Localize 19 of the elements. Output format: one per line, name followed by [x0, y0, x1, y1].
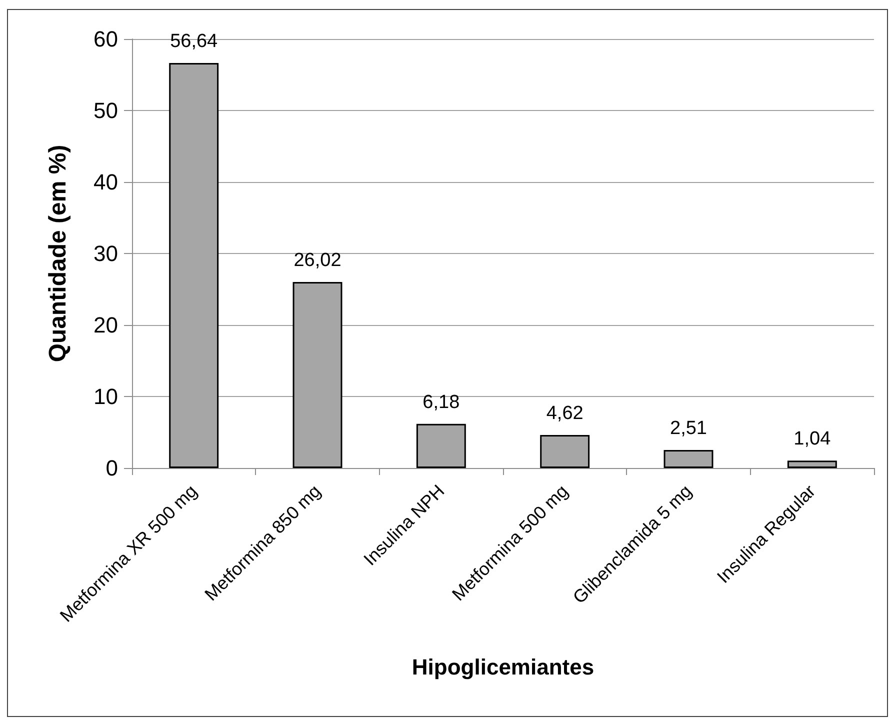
data-label: 4,62 [546, 402, 584, 424]
data-label: 56,64 [170, 31, 218, 52]
bar [664, 450, 714, 468]
y-tick-label: 30 [94, 241, 118, 266]
data-label: 26,02 [294, 250, 342, 271]
y-tick-label: 10 [94, 384, 118, 409]
y-tick-label: 50 [94, 98, 118, 123]
y-tick-label: 0 [106, 456, 118, 480]
bar [540, 434, 590, 468]
data-label: 2,51 [670, 418, 707, 440]
data-label: 1,04 [794, 428, 832, 450]
y-tick-label: 60 [94, 26, 118, 52]
bar [416, 424, 466, 468]
x-axis-title: Hipoglicemiantes [412, 654, 594, 680]
bar [787, 460, 837, 468]
y-tick-label: 40 [94, 170, 118, 194]
data-label: 6,18 [422, 392, 460, 413]
y-tick-label: 20 [94, 312, 118, 338]
y-axis-title: Quantidade (em %) [44, 144, 72, 362]
